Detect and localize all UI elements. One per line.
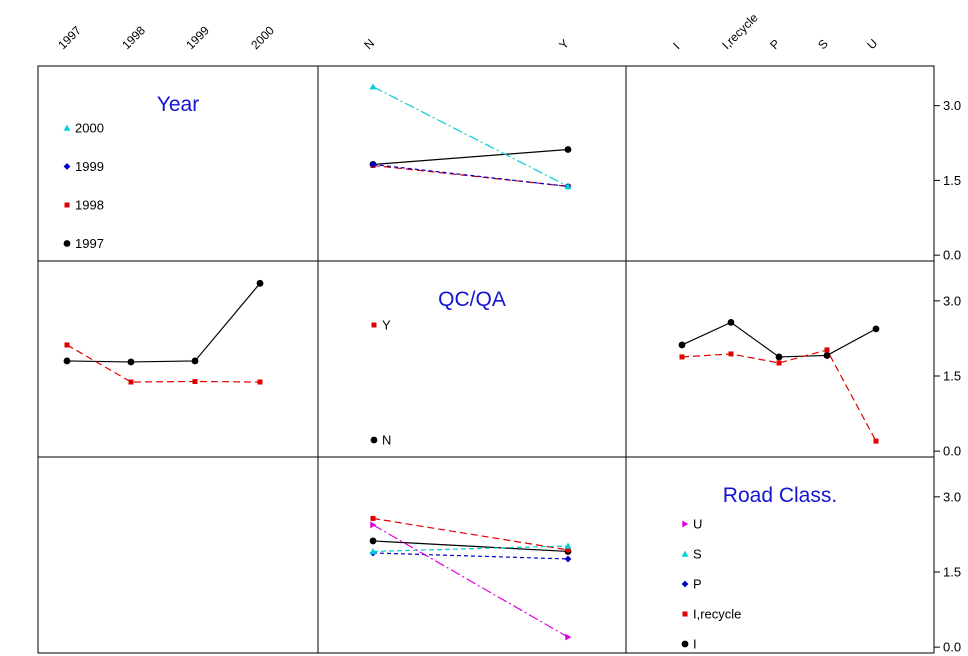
data-point-y bbox=[257, 379, 263, 385]
factor-title: QC/QA bbox=[438, 288, 506, 311]
data-point-y bbox=[679, 354, 685, 360]
data-point-n bbox=[256, 279, 264, 287]
series-line-p bbox=[372, 552, 569, 560]
grid-frame bbox=[37, 65, 935, 654]
legend-marker-u bbox=[682, 520, 689, 528]
data-point-p bbox=[564, 555, 572, 563]
legend-label-1999: 1999 bbox=[75, 159, 104, 174]
y-tick-label: 0.0 bbox=[943, 640, 961, 655]
x-level-label-n: N bbox=[361, 36, 377, 52]
data-point-2000 bbox=[369, 83, 377, 90]
legend-marker-s bbox=[681, 550, 689, 557]
series-line-y bbox=[66, 344, 261, 383]
y-tick-label: 3.0 bbox=[943, 293, 961, 308]
data-point-y bbox=[824, 347, 830, 353]
data-point-y bbox=[192, 378, 198, 384]
y-tick-label: 0.0 bbox=[943, 444, 961, 459]
grid-border bbox=[37, 65, 935, 654]
x-level-label-i-recycle: I,recycle bbox=[719, 10, 761, 52]
y-tick-label: 1.5 bbox=[943, 368, 961, 383]
series-line-1997 bbox=[372, 148, 569, 166]
legend-label-i: I bbox=[693, 637, 697, 652]
panel-road-class-legend: Road Class. USP I,recycle I bbox=[681, 484, 837, 652]
legend-label-p: P bbox=[693, 577, 702, 592]
data-point-i-recycle bbox=[370, 515, 376, 521]
x-axis-top: 1997 1998 1999 2000 N Y I I,recycle P S U bbox=[55, 10, 880, 52]
data-point-u bbox=[565, 633, 572, 641]
data-point-n bbox=[775, 353, 783, 361]
legend-label-1998: 1998 bbox=[75, 198, 104, 213]
data-point-1999 bbox=[369, 161, 377, 168]
legend-label-i-recycle: I,recycle bbox=[693, 607, 741, 622]
data-point-n bbox=[678, 341, 686, 349]
legend-marker-p bbox=[681, 580, 689, 588]
x-level-label-s: S bbox=[815, 37, 831, 53]
panel-qc-qa-legend: QC/QA Y N bbox=[370, 288, 506, 448]
x-level-label-i: I bbox=[670, 40, 682, 52]
data-point-n bbox=[727, 318, 735, 326]
x-level-label-1998: 1998 bbox=[119, 23, 148, 52]
x-level-label-u: U bbox=[864, 36, 880, 52]
legend-marker-1997 bbox=[63, 240, 71, 247]
x-level-label-p: P bbox=[767, 37, 783, 53]
panel-r1-c2 bbox=[678, 318, 880, 444]
legend-label-n: N bbox=[382, 433, 391, 448]
legend-marker-i bbox=[681, 640, 689, 648]
data-point-i bbox=[369, 537, 377, 545]
y-axis-right: 3.0 1.5 0.0 3.0 1.5 0.0 3.0 1.5 0.0 bbox=[934, 98, 961, 655]
data-point-n bbox=[63, 357, 71, 365]
legend-label-1997: 1997 bbox=[75, 236, 104, 251]
legend-marker-1998 bbox=[64, 202, 70, 208]
series-line-s bbox=[372, 545, 569, 553]
x-level-label-y: Y bbox=[556, 37, 572, 53]
data-point-s bbox=[369, 548, 377, 555]
series-line-y bbox=[681, 349, 877, 442]
data-point-y bbox=[873, 438, 879, 444]
legend-label-y: Y bbox=[382, 318, 391, 333]
y-tick-label: 1.5 bbox=[943, 564, 961, 579]
factor-title: Year bbox=[157, 93, 199, 116]
factor-title: Road Class. bbox=[723, 484, 837, 507]
legend-marker-1999 bbox=[63, 163, 71, 170]
data-point-s bbox=[564, 542, 572, 549]
legend-label-u: U bbox=[693, 517, 702, 532]
y-tick-label: 3.0 bbox=[943, 98, 961, 113]
x-level-label-2000: 2000 bbox=[248, 23, 277, 52]
data-point-1997 bbox=[564, 146, 572, 153]
data-point-y bbox=[64, 342, 70, 348]
data-point-n bbox=[872, 325, 880, 333]
data-point-2000 bbox=[564, 182, 572, 190]
legend-marker-n bbox=[370, 436, 378, 444]
y-tick-label: 1.5 bbox=[943, 173, 961, 188]
legend-marker-2000 bbox=[63, 124, 71, 131]
series-line-u bbox=[372, 524, 569, 638]
panel-r1-c0 bbox=[63, 279, 264, 385]
data-point-y bbox=[728, 351, 734, 357]
legend-label-s: S bbox=[693, 547, 702, 562]
data-point-i-recycle bbox=[565, 547, 571, 553]
data-point-n bbox=[191, 357, 199, 365]
data-point-n bbox=[823, 352, 831, 359]
legend-marker-i-recycle bbox=[682, 611, 688, 617]
x-level-label-1997: 1997 bbox=[55, 23, 84, 52]
panel-year-legend: Year 2000 1999 1998 1997 bbox=[63, 93, 199, 251]
data-point-y bbox=[776, 360, 782, 366]
series-line-1999 bbox=[372, 163, 569, 187]
y-tick-label: 0.0 bbox=[943, 248, 961, 263]
data-point-u bbox=[370, 521, 377, 529]
data-point-y bbox=[128, 379, 134, 385]
legend-marker-y bbox=[371, 322, 377, 328]
x-level-label-1999: 1999 bbox=[183, 23, 212, 52]
series-line-i bbox=[372, 540, 569, 553]
series-line-n bbox=[681, 321, 877, 358]
y-tick-label: 3.0 bbox=[943, 489, 961, 504]
panel-r2-c1 bbox=[369, 515, 572, 641]
series-line-n bbox=[66, 282, 261, 363]
data-point-n bbox=[127, 358, 135, 366]
panel-r0-c1 bbox=[369, 83, 572, 190]
legend-label-2000: 2000 bbox=[75, 121, 104, 136]
series-line-i-recycle bbox=[372, 517, 569, 551]
series-line-2000 bbox=[372, 86, 569, 187]
